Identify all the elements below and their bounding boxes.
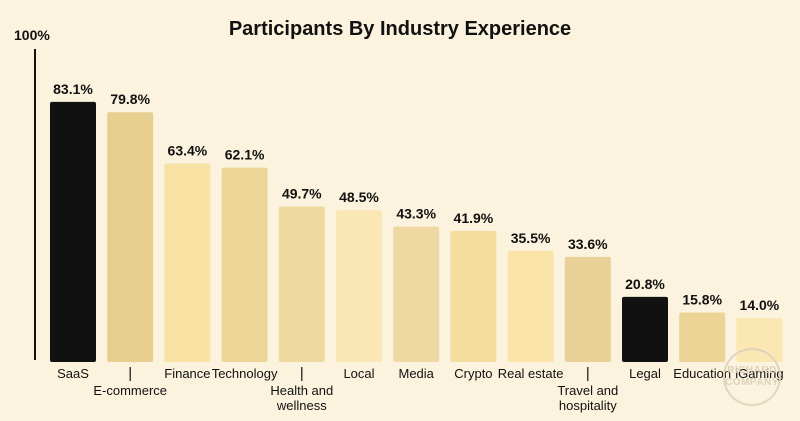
category-label-3: Technology	[212, 366, 278, 381]
bar-12	[736, 318, 783, 362]
bar-10	[622, 296, 668, 362]
bar-2	[164, 163, 211, 362]
bars-group: 83.1% SaaS 79.8% E-commerce 63.4% Finance 62.1…	[50, 81, 784, 413]
value-label-7: 41.9%	[454, 210, 494, 226]
value-label-9: 33.6%	[568, 236, 608, 252]
value-label-11: 15.8%	[682, 292, 722, 308]
watermark-logo: RICHARD COMPANY	[723, 348, 781, 406]
category-label-8: Real estate	[498, 366, 564, 381]
category-label-4-line-1: wellness	[276, 398, 327, 413]
value-label-1: 79.8%	[110, 91, 150, 107]
category-label-4-line-0: Health and	[270, 383, 333, 398]
value-label-8: 35.5%	[511, 230, 551, 246]
bar-8	[507, 250, 554, 362]
category-label-9-line-1: hospitality	[559, 398, 617, 413]
bar-5	[336, 210, 382, 362]
category-label-9-line-0: Travel and	[557, 383, 618, 398]
category-label-1: E-commerce	[93, 383, 167, 398]
category-label-12: iGaming	[735, 366, 783, 381]
value-label-12: 14.0%	[740, 297, 780, 313]
category-label-10: Legal	[629, 366, 661, 381]
value-label-2: 63.4%	[168, 143, 208, 159]
value-label-0: 83.1%	[53, 81, 93, 97]
value-label-5: 48.5%	[339, 189, 379, 205]
watermark-circle	[723, 348, 781, 406]
bar-0	[50, 101, 96, 362]
value-label-3: 62.1%	[225, 147, 265, 163]
bar-3	[221, 167, 268, 362]
category-label-6: Media	[398, 366, 434, 381]
value-label-6: 43.3%	[396, 205, 436, 221]
value-label-4: 49.7%	[282, 185, 322, 201]
bar-11	[679, 312, 726, 362]
bar-9	[564, 256, 611, 362]
bar-7	[450, 230, 497, 362]
value-label-10: 20.8%	[625, 276, 665, 292]
category-label-0: SaaS	[57, 366, 89, 381]
bar-6	[393, 226, 440, 362]
chart-title: Participants By Industry Experience	[229, 18, 571, 40]
category-label-2: Finance	[164, 366, 210, 381]
category-label-11: Education	[673, 366, 731, 381]
bar-4	[278, 206, 325, 362]
category-label-5: Local	[343, 366, 374, 381]
watermark-line-1: RICHARD	[727, 365, 777, 376]
y-axis-max-label: 100%	[14, 27, 50, 43]
watermark-line-2: COMPANY	[725, 377, 779, 388]
bar-1	[107, 112, 154, 362]
category-label-7: Crypto	[454, 366, 492, 381]
